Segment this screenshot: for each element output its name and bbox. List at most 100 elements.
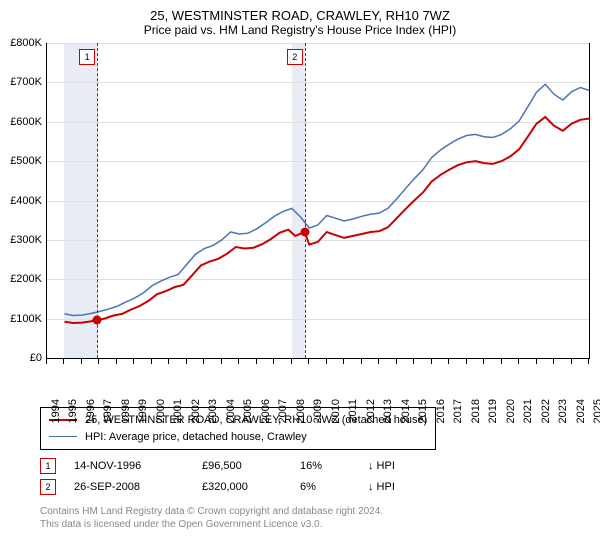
transaction-date: 26-SEP-2008: [74, 479, 184, 496]
x-tick: [116, 359, 117, 364]
x-tick: [501, 359, 502, 364]
x-tick-label: 2021: [522, 399, 534, 423]
x-tick: [308, 359, 309, 364]
marker-dot: [300, 228, 309, 237]
x-tick-label: 2015: [417, 399, 429, 423]
marker-box: 2: [287, 49, 303, 65]
legend-swatch: [49, 436, 77, 437]
x-tick-label: 2023: [557, 399, 569, 423]
y-tick-label: £800K: [10, 37, 42, 49]
attribution-line2: This data is licensed under the Open Gov…: [40, 518, 586, 531]
attribution: Contains HM Land Registry data © Crown c…: [40, 499, 586, 531]
x-tick: [588, 359, 589, 364]
x-tick: [46, 359, 47, 364]
x-tick-label: 2001: [172, 399, 184, 423]
x-tick-label: 2005: [242, 399, 254, 423]
x-tick: [466, 359, 467, 364]
legend-label: HPI: Average price, detached house, Craw…: [85, 429, 307, 446]
x-tick-label: 2020: [505, 399, 517, 423]
x-tick: [273, 359, 274, 364]
x-tick: [571, 359, 572, 364]
x-axis: 1994199519961997199819992000200120022003…: [46, 359, 588, 403]
x-tick: [81, 359, 82, 364]
x-tick-label: 2014: [400, 399, 412, 423]
y-tick-label: £600K: [10, 116, 42, 128]
transaction-pct: 16%: [300, 458, 350, 475]
x-tick-label: 2022: [540, 399, 552, 423]
x-tick-label: 1997: [102, 399, 114, 423]
x-tick-label: 1996: [85, 399, 97, 423]
x-tick: [553, 359, 554, 364]
transaction-row: 226-SEP-2008£320,0006%↓ HPI: [40, 479, 586, 496]
marker-dot: [93, 316, 102, 325]
x-tick: [518, 359, 519, 364]
x-tick: [256, 359, 257, 364]
x-tick-label: 2002: [190, 399, 202, 423]
x-tick-label: 2007: [277, 399, 289, 423]
x-tick: [186, 359, 187, 364]
transaction-price: £320,000: [202, 479, 282, 496]
transaction-price: £96,500: [202, 458, 282, 475]
y-tick-label: £300K: [10, 234, 42, 246]
x-tick: [221, 359, 222, 364]
x-tick: [483, 359, 484, 364]
x-tick-label: 2000: [155, 399, 167, 423]
transaction-rows: 114-NOV-1996£96,50016%↓ HPI226-SEP-2008£…: [40, 458, 586, 495]
x-tick-label: 1995: [67, 399, 79, 423]
marker-box: 1: [79, 49, 95, 65]
x-tick: [133, 359, 134, 364]
x-tick: [361, 359, 362, 364]
marker-line: [305, 43, 306, 358]
transaction-row: 1 14-NOV-1996 £96,500 16% ↓ HPI: [40, 458, 586, 475]
x-tick-label: 2004: [225, 399, 237, 423]
x-tick-label: 2013: [382, 399, 394, 423]
x-tick: [63, 359, 64, 364]
x-tick-label: 1999: [137, 399, 149, 423]
x-tick: [448, 359, 449, 364]
transaction-marker: 1: [40, 458, 56, 474]
transaction-vs: ↓ HPI: [368, 458, 395, 475]
marker-line: [97, 43, 98, 358]
legend-item: HPI: Average price, detached house, Craw…: [49, 429, 427, 446]
chart-title: 25, WESTMINSTER ROAD, CRAWLEY, RH10 7WZ: [0, 0, 600, 23]
x-tick: [413, 359, 414, 364]
y-tick-label: £500K: [10, 155, 42, 167]
x-tick-label: 2018: [470, 399, 482, 423]
y-tick-label: £700K: [10, 76, 42, 88]
x-tick-label: 2012: [365, 399, 377, 423]
y-tick-label: £200K: [10, 273, 42, 285]
x-tick-label: 2003: [207, 399, 219, 423]
y-axis: £0£100K£200K£300K£400K£500K£600K£700K£80…: [0, 43, 46, 358]
x-tick: [326, 359, 327, 364]
x-tick-label: 2025: [592, 399, 600, 423]
x-tick: [291, 359, 292, 364]
x-tick: [378, 359, 379, 364]
x-tick: [238, 359, 239, 364]
x-tick-label: 2024: [575, 399, 587, 423]
series-lines: [47, 43, 589, 358]
chart-subtitle: Price paid vs. HM Land Registry's House …: [0, 23, 600, 43]
x-tick-label: 2006: [260, 399, 272, 423]
x-tick-label: 2009: [312, 399, 324, 423]
x-tick: [536, 359, 537, 364]
y-tick-label: £100K: [10, 313, 42, 325]
x-tick: [343, 359, 344, 364]
transaction-date: 14-NOV-1996: [74, 458, 184, 475]
x-tick-label: 2019: [487, 399, 499, 423]
x-tick: [431, 359, 432, 364]
plot-area: 12: [46, 43, 590, 359]
transaction-pct: 6%: [300, 479, 350, 496]
x-tick-label: 2016: [435, 399, 447, 423]
x-tick-label: 2010: [330, 399, 342, 423]
x-tick: [396, 359, 397, 364]
attribution-line1: Contains HM Land Registry data © Crown c…: [40, 505, 586, 518]
x-tick-label: 1994: [50, 399, 62, 423]
x-tick-label: 1998: [120, 399, 132, 423]
x-tick: [98, 359, 99, 364]
x-tick-label: 2017: [452, 399, 464, 423]
y-tick-label: £400K: [10, 195, 42, 207]
x-tick: [203, 359, 204, 364]
y-tick-label: £0: [30, 352, 42, 364]
x-tick: [168, 359, 169, 364]
transaction-vs: ↓ HPI: [368, 479, 395, 496]
